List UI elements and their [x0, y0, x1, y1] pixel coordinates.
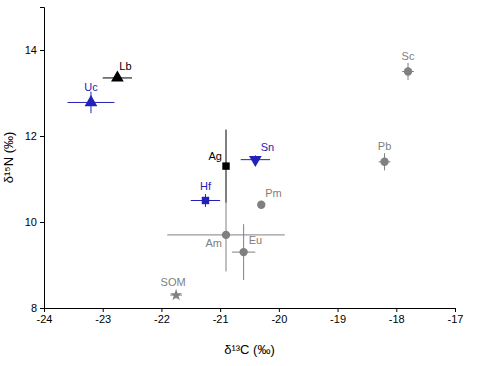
tick: -19	[330, 308, 346, 325]
tick: 12	[25, 130, 44, 142]
tick: -18	[389, 308, 405, 325]
series	[379, 153, 391, 170]
tick-mark	[40, 50, 44, 51]
point	[249, 156, 262, 167]
series	[232, 224, 255, 280]
tick-label: -19	[330, 313, 346, 325]
tick-mark	[40, 222, 44, 223]
tick-mark	[161, 308, 162, 312]
marks	[67, 63, 413, 300]
y-axis-title: δ¹⁵N (‰)	[1, 132, 16, 184]
point	[257, 201, 265, 209]
tick: -24	[37, 308, 53, 325]
tick-label: 10	[25, 216, 37, 228]
tick: 8	[31, 302, 44, 314]
tick-label: -23	[95, 313, 111, 325]
point-label: Uc	[84, 81, 98, 93]
point-label: Sn	[261, 141, 274, 153]
tick-label: 12	[25, 130, 37, 142]
point	[85, 95, 98, 106]
point-label: Pm	[265, 187, 282, 199]
point	[239, 248, 247, 256]
tick: -22	[154, 308, 170, 325]
tick-mark	[338, 308, 339, 312]
tick-mark	[396, 308, 397, 312]
tick-label: -18	[389, 313, 405, 325]
series	[257, 201, 265, 209]
axis-line	[40, 8, 45, 309]
point-label: Eu	[249, 234, 262, 246]
point-label: Ag	[209, 150, 222, 162]
tick-label: -20	[271, 313, 287, 325]
point-label: Hf	[200, 180, 212, 192]
series	[67, 92, 114, 114]
point-label: Sc	[402, 50, 415, 62]
series	[402, 63, 414, 80]
tick-label: -17	[448, 313, 464, 325]
point	[222, 162, 229, 169]
tick-label: -24	[37, 313, 53, 325]
tick: -23	[95, 308, 111, 325]
point	[380, 158, 388, 166]
point-label: Pb	[378, 140, 391, 152]
point	[111, 71, 124, 82]
point	[202, 197, 209, 204]
tick-label: 14	[25, 44, 37, 56]
tick-mark	[455, 308, 456, 312]
tick-mark	[103, 308, 104, 312]
point-label: Lb	[119, 60, 131, 72]
tick-label: 8	[31, 302, 37, 314]
series	[167, 198, 284, 271]
point-label: SOM	[161, 276, 186, 288]
tick-mark	[40, 308, 44, 309]
x-axis: -24 -23 -22 -21 -20 -19 -18 -17	[37, 308, 464, 325]
tick: 10	[25, 216, 44, 228]
tick-mark	[40, 136, 44, 137]
point-label: Am	[206, 237, 223, 249]
tick-label: -21	[213, 313, 229, 325]
tick: 14	[25, 44, 44, 56]
point	[170, 289, 182, 300]
point	[222, 231, 230, 239]
tick: -17	[448, 308, 464, 325]
tick: -21	[213, 308, 229, 325]
chart: -24 -23 -22 -21 -20 -19 -18 -17 8 10 12 14 Lb Uc Ag Sn H…	[0, 0, 484, 366]
tick-label: -22	[154, 313, 170, 325]
axis-line	[45, 309, 456, 313]
series	[222, 130, 229, 203]
series	[241, 155, 270, 167]
y-axis: 8 10 12 14	[25, 8, 45, 315]
point-labels: Lb Uc Ag Sn Hf Pm Am Eu SOM Pb Sc	[84, 50, 415, 289]
tick: -20	[271, 308, 287, 325]
x-axis-title: δ¹³C (‰)	[224, 342, 275, 357]
point	[404, 67, 412, 75]
tick-mark	[220, 308, 221, 312]
series	[191, 194, 220, 207]
plot-area: -24 -23 -22 -21 -20 -19 -18 -17 8 10 12 14 Lb Uc Ag Sn H…	[25, 8, 464, 325]
series	[103, 71, 132, 82]
tick-mark	[279, 308, 280, 312]
series	[170, 289, 182, 300]
